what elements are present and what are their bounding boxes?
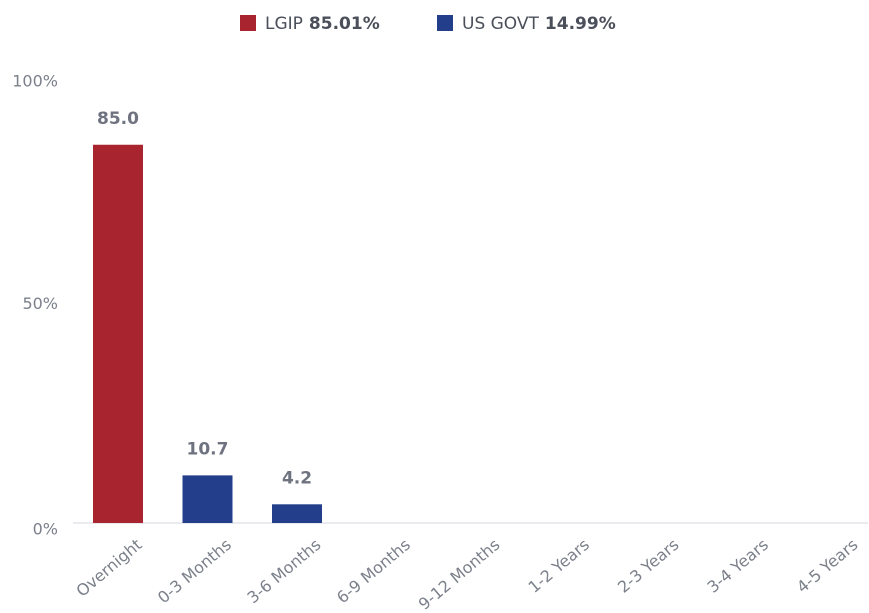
legend-label: LGIP 85.01% — [265, 14, 380, 34]
legend-total: 14.99% — [545, 14, 616, 34]
bar — [182, 475, 233, 523]
legend-swatch — [437, 15, 453, 31]
legend-name: US GOVT — [462, 14, 540, 34]
legend-total: 85.01% — [309, 14, 380, 34]
bar — [93, 144, 143, 523]
data-label: 85.0 — [97, 109, 139, 129]
y-tick-label: 0% — [33, 520, 58, 539]
data-label: 10.7 — [187, 439, 229, 459]
x-tick-label: 4-5 Years — [793, 535, 861, 597]
x-tick-label: 1-2 Years — [524, 535, 592, 597]
x-tick-label: 3-4 Years — [703, 535, 771, 597]
y-tick-label: 100% — [12, 72, 58, 91]
legend-swatch — [240, 15, 256, 31]
bar — [272, 504, 322, 523]
x-tick-label: 0-3 Months — [154, 535, 235, 607]
x-tick-label: 6-9 Months — [333, 535, 414, 607]
y-tick-label: 50% — [22, 294, 58, 313]
x-tick-label: 3-6 Months — [244, 535, 325, 607]
legend-name: LGIP — [265, 14, 303, 34]
legend-label: US GOVT 14.99% — [462, 14, 616, 34]
x-tick-label: Overnight — [72, 535, 145, 601]
x-tick-label: 9-12 Months — [415, 535, 504, 613]
x-tick-label: 2-3 Years — [614, 535, 682, 597]
data-label: 4.2 — [282, 468, 312, 488]
